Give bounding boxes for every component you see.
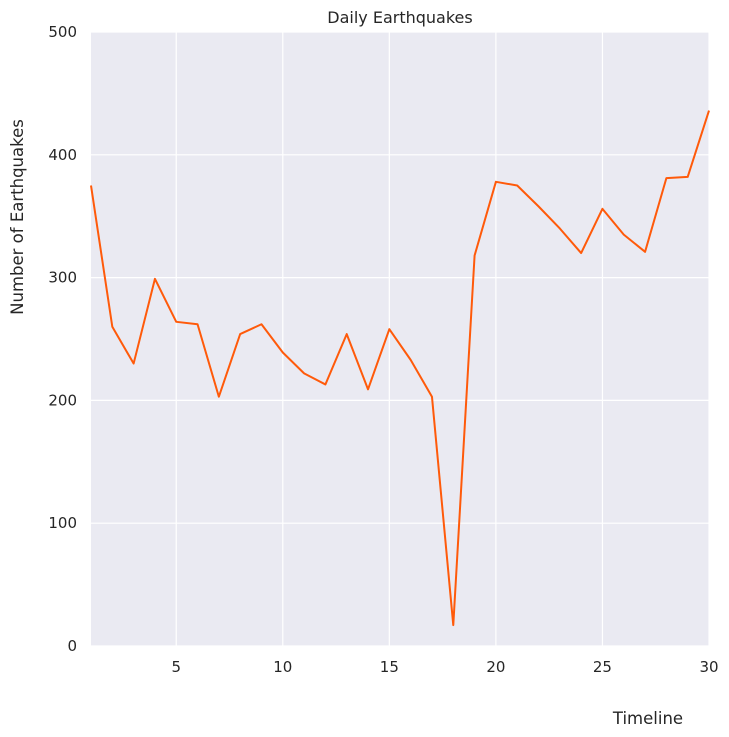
data-point [685,174,691,180]
y-axis-ticks: 0 100 200 300 400 500 [48,23,77,655]
x-tick-label: 30 [699,658,718,676]
data-point [408,357,414,363]
data-point [642,249,648,255]
data-point [173,319,179,325]
y-tick-label: 200 [48,391,77,409]
data-point [706,108,712,114]
x-tick-label: 25 [593,658,612,676]
data-point [663,175,669,181]
x-tick-label: 20 [486,658,505,676]
x-tick-label: 5 [171,658,181,676]
y-tick-label: 400 [48,146,77,164]
data-point [344,331,350,337]
data-point [599,206,605,212]
plot-area [91,32,709,646]
y-tick-label: 0 [67,637,77,655]
data-point [578,250,584,256]
data-point [386,326,392,332]
data-point [621,232,627,238]
grid-lines [91,31,710,647]
data-point [514,183,520,189]
x-tick-label: 15 [380,658,399,676]
data-point [258,321,264,327]
y-tick-label: 500 [48,23,77,41]
x-tick-label: 10 [273,658,292,676]
data-point [472,252,478,258]
data-point [365,386,371,392]
chart-title: Daily Earthquakes [327,8,472,27]
data-point [195,321,201,327]
data-point [131,361,137,367]
y-tick-label: 100 [48,514,77,532]
y-tick-label: 300 [48,269,77,287]
series-line [90,110,710,627]
data-point [450,622,456,628]
data-point [280,350,286,356]
data-point [88,183,94,189]
data-point [216,394,222,400]
series-layer [88,108,712,628]
y-axis-label: Number of Earthquakes [8,119,27,315]
x-axis-ticks: 5 10 15 20 25 30 [171,658,718,676]
data-point [493,179,499,185]
data-point [557,225,563,231]
data-point [109,324,115,330]
data-point [536,203,542,209]
data-point [152,276,158,282]
data-point [429,394,435,400]
x-axis-label: Timeline [612,709,683,728]
data-point [322,381,328,387]
data-point [237,331,243,337]
data-point [301,370,307,376]
